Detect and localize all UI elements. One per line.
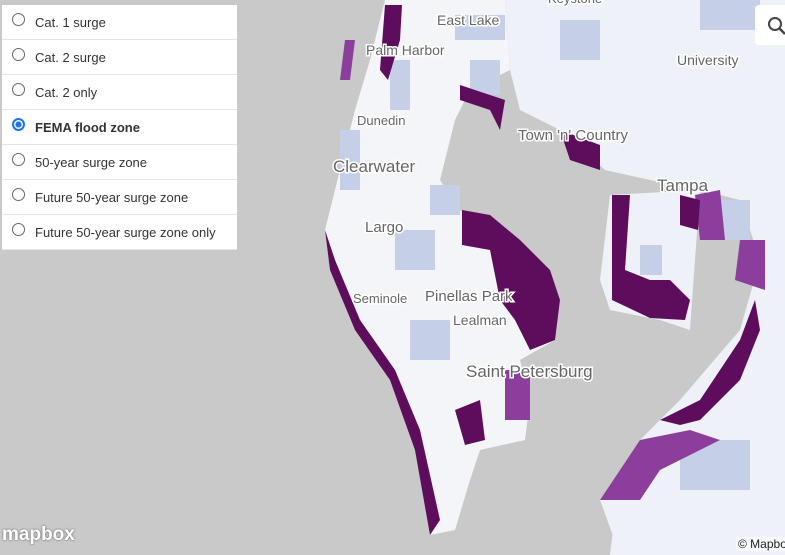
- layer-option[interactable]: FEMA flood zone: [2, 110, 237, 145]
- radio-button[interactable]: [12, 152, 25, 166]
- tracts: [340, 0, 760, 490]
- search-icon: [768, 17, 785, 35]
- place-label: Tampa: [657, 176, 709, 195]
- place-label: Seminole: [353, 291, 407, 306]
- option-label: Future 50-year surge zone only: [35, 224, 216, 240]
- search-button[interactable]: [755, 5, 785, 45]
- radio-button[interactable]: [12, 187, 25, 201]
- radio-button[interactable]: [12, 222, 25, 236]
- layer-option[interactable]: 50-year surge zone: [2, 145, 237, 180]
- place-label: Town 'n' Country: [518, 127, 628, 144]
- option-label: Cat. 2 surge: [35, 49, 106, 65]
- place-label: Palm Harbor: [366, 42, 445, 58]
- place-label: Saint Petersburg: [466, 362, 593, 381]
- layer-panel: Cat. 1 surge Cat. 2 surge Cat. 2 only FEMA …: [2, 5, 237, 250]
- layer-option[interactable]: Future 50-year surge zone: [2, 180, 237, 215]
- option-label: 50-year surge zone: [35, 154, 148, 170]
- radio-button[interactable]: [12, 82, 25, 96]
- radio-button[interactable]: [12, 47, 25, 61]
- place-label: Clearwater: [333, 157, 416, 176]
- option-label: Future 50-year surge zone: [35, 189, 189, 205]
- radio-button[interactable]: [12, 117, 25, 131]
- place-label: Pinellas Park: [425, 288, 513, 305]
- mapbox-logo[interactable]: mapbox: [2, 524, 75, 545]
- attribution[interactable]: © Mapbox: [736, 537, 785, 551]
- place-label: Dunedin: [357, 113, 405, 128]
- land: [325, 0, 560, 535]
- flood-zone: [340, 40, 765, 500]
- option-label: FEMA flood zone: [35, 119, 140, 135]
- layer-option[interactable]: Cat. 2 surge: [2, 40, 237, 75]
- flood-zone: [325, 5, 760, 535]
- layer-option[interactable]: Cat. 2 only: [2, 75, 237, 110]
- place-label: East Lake: [437, 12, 499, 28]
- option-label: Cat. 2 only: [35, 84, 98, 100]
- layer-option[interactable]: Future 50-year surge zone only: [2, 215, 237, 250]
- layer-option[interactable]: Cat. 1 surge: [2, 5, 237, 40]
- option-label: Cat. 1 surge: [35, 14, 106, 30]
- place-label: Lealman: [453, 312, 507, 328]
- radio-button[interactable]: [12, 12, 25, 26]
- place-label: University: [677, 52, 738, 68]
- place-label: Largo: [365, 219, 403, 236]
- place-label: Keystone: [548, 0, 602, 6]
